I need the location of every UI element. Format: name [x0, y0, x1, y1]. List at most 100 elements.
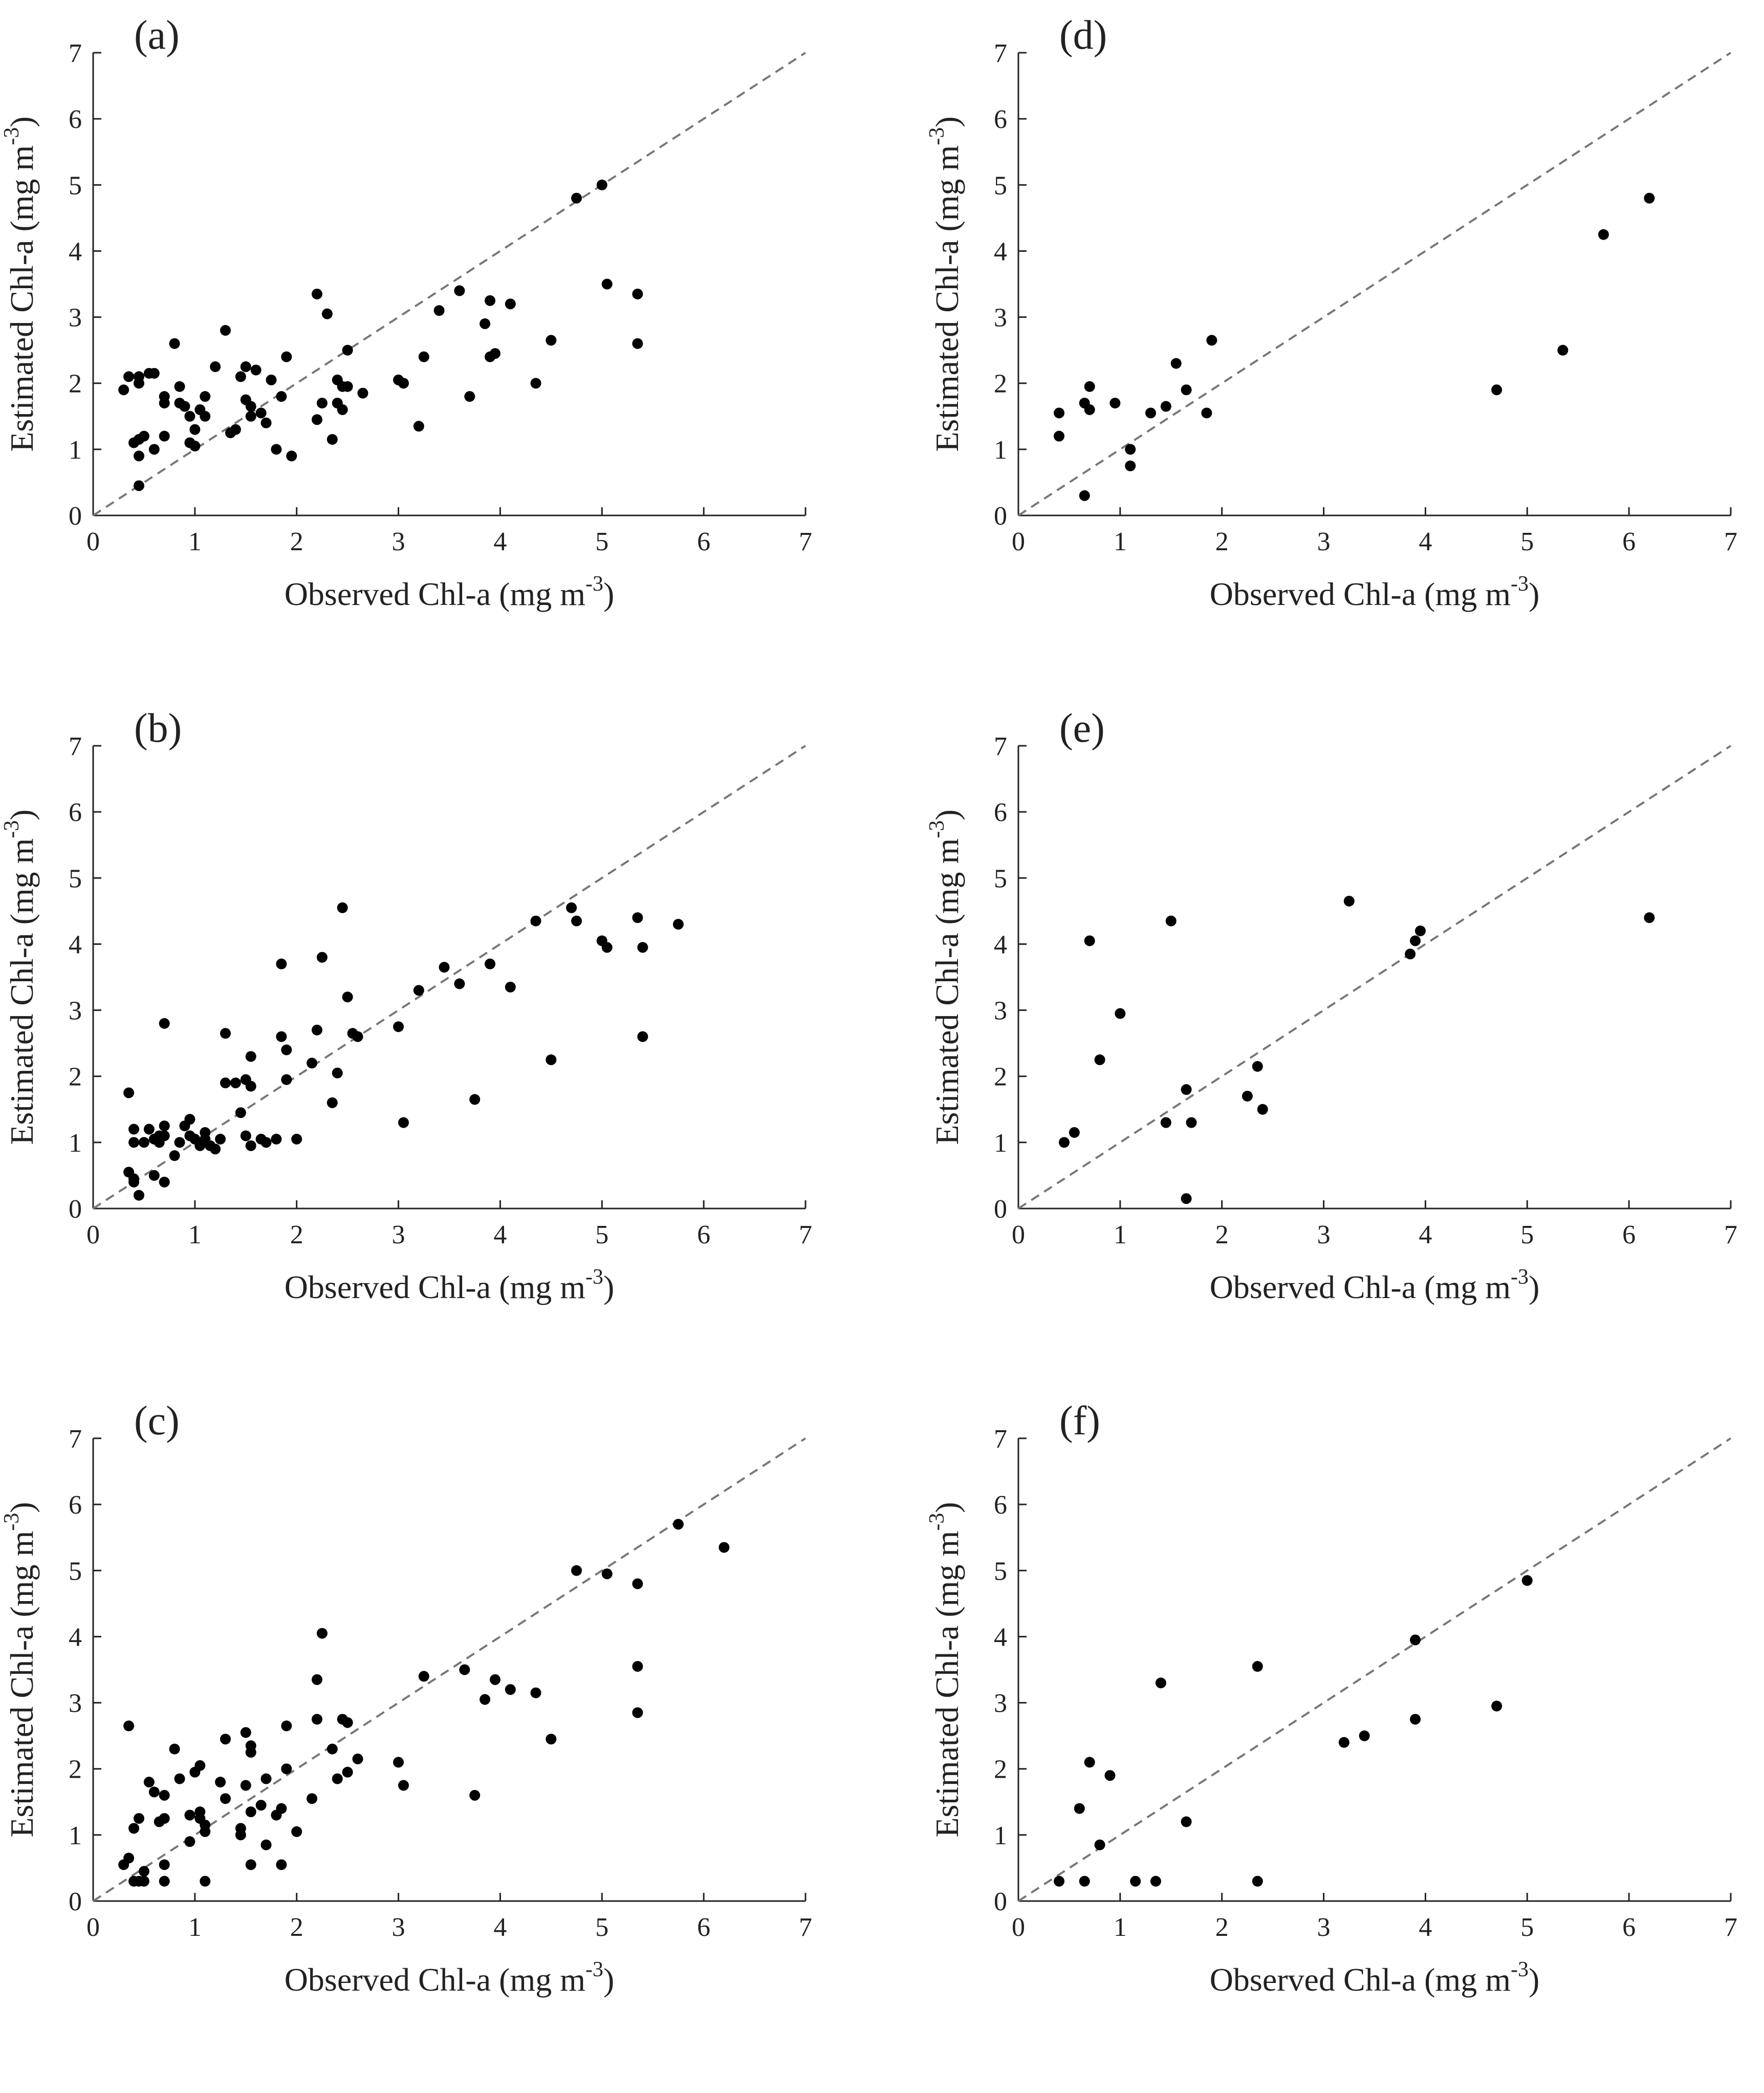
data-point — [1257, 1104, 1268, 1115]
data-point — [220, 1793, 231, 1804]
x-axis-title-paren: ) — [1529, 1269, 1539, 1305]
x-tick-label: 5 — [595, 527, 608, 556]
data-point — [148, 1170, 160, 1181]
data-point — [250, 364, 262, 376]
data-point — [210, 361, 221, 372]
data-point — [1165, 915, 1177, 926]
data-point — [418, 351, 429, 362]
data-point — [260, 417, 272, 428]
y-tick-label: 0 — [994, 502, 1007, 531]
data-point — [316, 952, 328, 963]
y-tick-label: 1 — [69, 1129, 82, 1158]
y-tick-label: 6 — [994, 1491, 1007, 1520]
data-point — [230, 424, 241, 435]
data-point — [245, 401, 256, 412]
data-point — [194, 1760, 206, 1771]
data-point — [276, 1859, 287, 1870]
data-point — [276, 958, 287, 969]
x-tick-label: 2 — [1215, 527, 1229, 556]
data-point — [1521, 1575, 1533, 1586]
data-point — [159, 1859, 170, 1870]
y-tick-label: 3 — [69, 997, 82, 1026]
y-tick-label: 1 — [994, 436, 1007, 465]
data-point — [546, 1054, 557, 1065]
data-point — [480, 1694, 491, 1705]
x-axis-title-text: Observed Chl-a (mg m — [285, 1269, 585, 1305]
x-tick-label: 2 — [290, 1913, 303, 1942]
x-axis-title-paren: ) — [1529, 1961, 1539, 1998]
data-point — [189, 440, 201, 451]
y-axis-title-paren: ) — [929, 809, 965, 820]
y-tick-label: 4 — [69, 237, 82, 266]
data-point — [143, 1124, 155, 1135]
reference-line-1to1 — [1017, 52, 1732, 516]
y-tick-label: 1 — [994, 1129, 1007, 1158]
x-axis-title-exponent: -3 — [1511, 572, 1529, 596]
x-tick-label: 2 — [1215, 1220, 1229, 1249]
data-point — [159, 1018, 170, 1029]
data-point — [200, 1819, 211, 1830]
data-point — [184, 411, 195, 422]
data-point — [255, 407, 267, 419]
data-point — [316, 397, 328, 408]
y-tick-label: 1 — [69, 436, 82, 465]
y-tick-label: 5 — [994, 1557, 1007, 1586]
y-tick-label: 0 — [69, 1195, 82, 1224]
data-point — [1405, 948, 1416, 960]
data-point — [1181, 1084, 1192, 1095]
y-axis-title-text: Estimated Chl-a (mg m — [4, 1531, 40, 1838]
y-tick-label: 0 — [69, 502, 82, 531]
data-point — [571, 192, 582, 204]
y-tick-label: 3 — [994, 304, 1007, 333]
data-point — [245, 1859, 256, 1870]
data-point — [1160, 1117, 1171, 1128]
reference-line-1to1 — [92, 1437, 807, 1902]
data-point — [1145, 407, 1157, 419]
x-tick-label: 7 — [1724, 1220, 1737, 1249]
data-point — [1181, 384, 1192, 396]
data-point — [596, 179, 607, 190]
data-point — [123, 1087, 135, 1098]
data-point — [1058, 1137, 1070, 1148]
x-tick-label: 3 — [1317, 527, 1331, 556]
data-point — [337, 404, 348, 415]
y-axis-title: Estimated Chl-a (mg m-3) — [0, 1502, 40, 1837]
data-point — [281, 1720, 292, 1732]
x-axis-title-exponent: -3 — [1511, 1958, 1529, 1981]
data-point — [266, 374, 277, 385]
data-point — [413, 985, 424, 996]
y-tick-label: 2 — [994, 1063, 1007, 1092]
data-point — [148, 368, 160, 379]
data-point — [159, 1789, 170, 1801]
data-point — [184, 1836, 195, 1847]
data-point — [307, 1058, 318, 1069]
x-tick-label: 6 — [697, 1220, 710, 1249]
data-point — [128, 1124, 140, 1135]
data-point — [505, 1684, 516, 1695]
data-point — [281, 1044, 292, 1055]
data-point — [235, 1107, 246, 1118]
x-tick-label: 1 — [188, 527, 202, 556]
x-axis-title-text: Observed Chl-a (mg m — [1210, 1961, 1511, 1998]
data-point — [326, 1743, 338, 1755]
y-tick-label: 5 — [994, 864, 1007, 893]
x-tick-label: 3 — [1317, 1913, 1331, 1942]
x-tick-label: 5 — [595, 1220, 608, 1249]
x-axis-title-exponent: -3 — [1511, 1265, 1529, 1289]
data-point — [1557, 344, 1569, 356]
data-point — [566, 902, 577, 913]
data-point — [480, 318, 491, 329]
data-point — [342, 1766, 353, 1778]
data-point — [632, 288, 643, 299]
data-point — [174, 381, 185, 392]
data-point — [1084, 1757, 1095, 1768]
y-tick-label: 1 — [994, 1821, 1007, 1850]
data-point — [454, 978, 465, 989]
data-point — [1054, 407, 1065, 419]
x-tick-label: 7 — [1724, 527, 1737, 556]
data-point — [601, 942, 613, 953]
panel-label: (c) — [134, 1398, 180, 1443]
y-tick-label: 2 — [994, 370, 1007, 399]
